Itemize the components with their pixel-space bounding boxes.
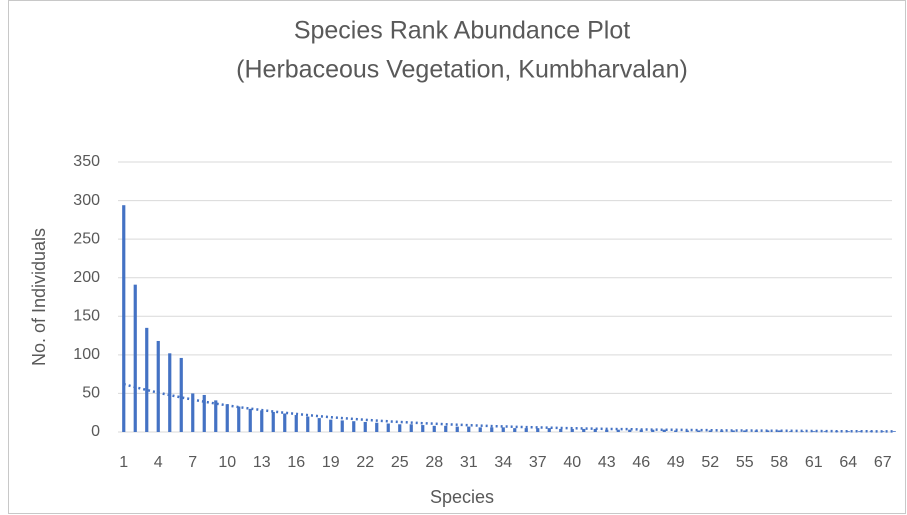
- y-tick-label: 150: [73, 308, 100, 325]
- bar: [363, 421, 367, 432]
- bar: [892, 431, 896, 432]
- bar: [570, 428, 574, 432]
- y-tick-label: 200: [73, 269, 100, 286]
- y-tick-label: 300: [73, 192, 100, 209]
- bar: [202, 394, 206, 432]
- bar: [881, 431, 885, 432]
- chart-title: Species Rank Abundance Plot: [294, 17, 630, 45]
- bar: [823, 431, 827, 432]
- bar: [777, 430, 781, 432]
- bar: [628, 429, 632, 432]
- x-tick-label: 10: [218, 454, 236, 471]
- bar: [317, 418, 321, 432]
- bar: [398, 424, 402, 432]
- bar: [513, 428, 517, 432]
- y-axis-title: No. of Individuals: [29, 228, 49, 366]
- y-tick-label: 100: [73, 346, 100, 363]
- bar: [639, 429, 643, 432]
- bar: [432, 425, 436, 432]
- bar: [421, 425, 425, 432]
- y-tick-label: 50: [82, 385, 100, 402]
- bar: [145, 327, 149, 432]
- y-tick-label: 0: [91, 423, 100, 440]
- bar: [271, 411, 275, 432]
- bar: [168, 353, 172, 432]
- bar: [467, 426, 471, 432]
- trendline: [123, 382, 895, 433]
- chart-subtitle: (Herbaceous Vegetation, Kumbharvalan): [236, 56, 688, 84]
- bar: [133, 284, 137, 432]
- bar: [214, 400, 218, 432]
- bar: [501, 427, 505, 432]
- bar: [743, 430, 747, 432]
- bar: [651, 429, 655, 432]
- x-tick-label: 43: [598, 454, 616, 471]
- x-tick-label: 28: [425, 454, 443, 471]
- bar: [248, 408, 252, 432]
- x-tick-label: 25: [391, 454, 409, 471]
- bar: [375, 422, 379, 432]
- bar: [708, 430, 712, 432]
- bar: [605, 429, 609, 432]
- bar: [156, 340, 160, 432]
- x-tick-label: 40: [563, 454, 581, 471]
- bar: [674, 430, 678, 432]
- x-tick-label: 67: [874, 454, 892, 471]
- bar: [662, 429, 666, 432]
- x-tick-label: 55: [736, 454, 754, 471]
- bar: [444, 425, 448, 432]
- bar: [616, 429, 620, 432]
- x-tick-label: 19: [322, 454, 340, 471]
- bar: [237, 406, 241, 432]
- bar: [179, 357, 183, 432]
- bar: [294, 415, 298, 432]
- bar: [593, 428, 597, 432]
- bar: [122, 205, 126, 432]
- x-tick-label: 4: [154, 454, 163, 471]
- bar: [524, 428, 528, 432]
- bar: [306, 416, 310, 432]
- x-tick-label: 1: [119, 454, 128, 471]
- x-tick-label: 22: [356, 454, 374, 471]
- bar: [283, 413, 287, 432]
- x-tick-label: 49: [667, 454, 685, 471]
- y-tick-label: 350: [73, 153, 100, 170]
- x-tick-label: 64: [839, 454, 857, 471]
- bar: [340, 420, 344, 432]
- x-tick-label: 37: [529, 454, 547, 471]
- bar: [582, 428, 586, 432]
- x-tick-label: 61: [805, 454, 823, 471]
- x-tick-label: 13: [253, 454, 271, 471]
- bar: [329, 419, 333, 432]
- bar: [846, 431, 850, 432]
- bar: [812, 431, 816, 432]
- y-tick-label: 250: [73, 230, 100, 247]
- bar: [386, 423, 390, 432]
- bar: [547, 428, 551, 432]
- x-tick-label: 58: [770, 454, 788, 471]
- bar: [225, 404, 229, 432]
- bar: [260, 410, 264, 432]
- x-tick-label: 31: [460, 454, 478, 471]
- bar: [536, 428, 540, 432]
- bar: [191, 393, 195, 432]
- bar: [490, 427, 494, 432]
- x-tick-label: 34: [494, 454, 512, 471]
- bar: [766, 430, 770, 432]
- bar: [455, 426, 459, 432]
- x-tick-label: 16: [287, 454, 305, 471]
- bar: [352, 421, 356, 432]
- bar: [409, 424, 413, 432]
- bar: [697, 430, 701, 432]
- x-axis-title: Species: [430, 487, 494, 507]
- x-tick-label: 52: [701, 454, 719, 471]
- bar: [858, 431, 862, 432]
- x-tick-label: 46: [632, 454, 650, 471]
- bar: [731, 430, 735, 432]
- bar: [559, 428, 563, 432]
- x-tick-label: 7: [188, 454, 197, 471]
- bar: [478, 427, 482, 432]
